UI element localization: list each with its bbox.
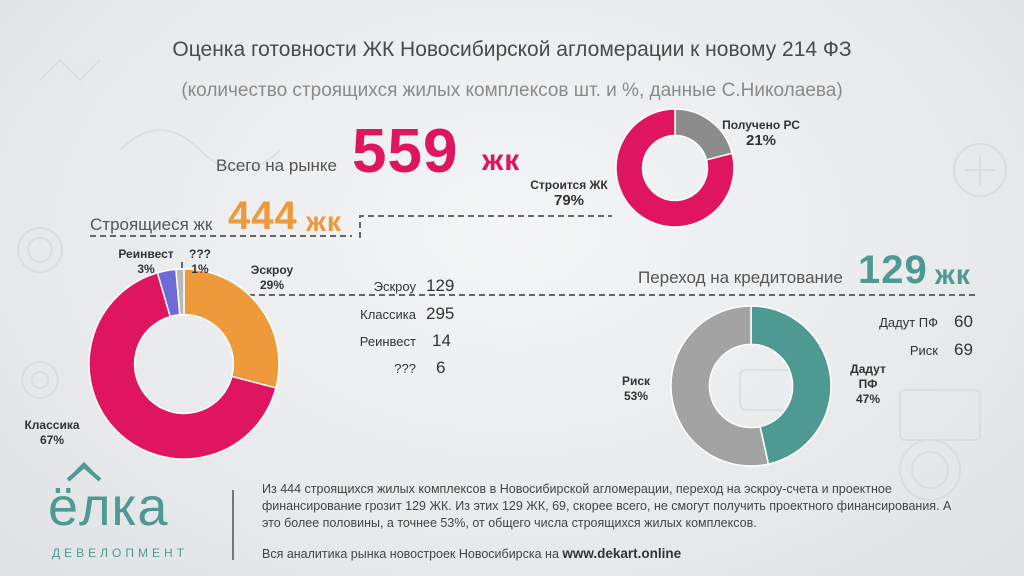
slice-name: Реинвест bbox=[118, 247, 174, 261]
slice-name: Строится ЖК bbox=[530, 178, 608, 192]
table-row: ??? 6 bbox=[340, 358, 476, 378]
donut-slice-0 bbox=[183, 268, 280, 389]
credit-label: Переход на кредитование bbox=[638, 268, 843, 287]
slice-name: Получено РС bbox=[722, 118, 800, 132]
donut-slice-1 bbox=[670, 305, 770, 467]
donut-right bbox=[670, 305, 832, 467]
total-label: Всего на рынке bbox=[216, 156, 338, 175]
logo: ёлка ДЕВЕЛОПМЕНТ bbox=[46, 460, 206, 560]
building-value: 444 bbox=[228, 194, 298, 238]
slice-name: Классика bbox=[24, 418, 80, 432]
slice-label-pf: Дадут ПФ 47% bbox=[840, 362, 896, 407]
table-row: Риск 69 bbox=[860, 340, 984, 360]
donut-slice-1 bbox=[88, 271, 277, 460]
slice-pct: 21% bbox=[745, 132, 777, 149]
slice-name: Эскроу bbox=[250, 263, 294, 277]
slice-label-classic: Классика 67% bbox=[14, 418, 90, 448]
table-credit: Дадут ПФ 60 Риск 69 bbox=[860, 312, 990, 372]
dashed-line-top bbox=[359, 215, 612, 238]
credit-unit: ЖК bbox=[935, 259, 971, 290]
slice-pct: 79% bbox=[553, 192, 585, 209]
table-cell-label: Классика bbox=[360, 307, 416, 322]
slice-label-unknown: ??? 1% bbox=[182, 247, 218, 277]
donut-slice-0 bbox=[750, 305, 832, 465]
slice-name: ??? bbox=[189, 247, 211, 261]
credit-value: 129 bbox=[858, 248, 928, 292]
logo-tree-icon bbox=[66, 461, 102, 482]
table-cell-label: Реинвест bbox=[359, 334, 416, 349]
table-cell-value: 129 bbox=[426, 276, 455, 295]
table-cell-label: ??? bbox=[394, 361, 416, 376]
page-subtitle: (количество строящихся жилых комплексов … bbox=[181, 80, 843, 101]
table-cell-value: 60 bbox=[954, 312, 973, 331]
slice-pct: 67% bbox=[39, 433, 65, 447]
donut-slice-1 bbox=[615, 108, 735, 228]
logo-divider bbox=[232, 490, 234, 560]
table-cell-value: 6 bbox=[436, 358, 446, 377]
table-row: Классика 295 bbox=[340, 304, 466, 324]
slice-label-reinvest: Реинвест 3% bbox=[108, 247, 184, 277]
donut-left bbox=[88, 268, 280, 460]
slice-name: Риск bbox=[621, 374, 651, 388]
slice-pct: 53% bbox=[623, 389, 649, 403]
slice-pct: 29% bbox=[259, 278, 285, 292]
slice-label-building: Строится ЖК 79% bbox=[524, 178, 614, 208]
page-title: Оценка готовности ЖК Новосибирской аглом… bbox=[172, 38, 852, 61]
table-cell-label: Эскроу bbox=[373, 279, 416, 294]
table-cell-value: 295 bbox=[426, 304, 455, 323]
total-value: 559 bbox=[352, 117, 459, 186]
table-row: Дадут ПФ 60 bbox=[860, 312, 984, 332]
table-cell-label: Дадут ПФ bbox=[879, 315, 938, 330]
table-cell-label: Риск bbox=[909, 343, 938, 358]
table-row: Реинвест 14 bbox=[340, 331, 472, 351]
building-label: Строящиеся жк bbox=[90, 215, 213, 234]
building-unit: ЖК bbox=[306, 206, 342, 237]
table-main: Эскроу 129 Классика 295 Реинвест 14 ??? … bbox=[340, 276, 480, 386]
slice-pct: 3% bbox=[137, 262, 155, 276]
slice-pct: 47% bbox=[855, 392, 881, 406]
table-cell-value: 69 bbox=[954, 340, 973, 359]
slice-label-risk: Риск 53% bbox=[608, 374, 664, 404]
table-cell-value: 14 bbox=[432, 331, 451, 350]
logo-subtitle: ДЕВЕЛОПМЕНТ bbox=[52, 546, 188, 560]
slice-label-rs: Получено РС 21% bbox=[716, 118, 806, 148]
logo-wordmark: ёлка bbox=[48, 477, 169, 537]
table-row: Эскроу 129 bbox=[340, 276, 466, 296]
total-unit: ЖК bbox=[482, 144, 521, 177]
donut-top bbox=[615, 108, 735, 228]
slice-name: Дадут ПФ bbox=[850, 362, 886, 391]
footer-link[interactable]: www.dekart.online bbox=[562, 546, 682, 561]
footer-paragraph: Из 444 строящихся жилых комплексов в Нов… bbox=[262, 482, 952, 530]
donut-slice-3 bbox=[175, 268, 185, 316]
footer-line: Вся аналитика рынка новостроек Новосибир… bbox=[262, 545, 681, 563]
footer-link-prefix: Вся аналитика рынка новостроек Новосибир… bbox=[262, 547, 559, 561]
slice-label-escrow: Эскроу 29% bbox=[242, 263, 302, 293]
slice-pct: 1% bbox=[191, 262, 209, 276]
